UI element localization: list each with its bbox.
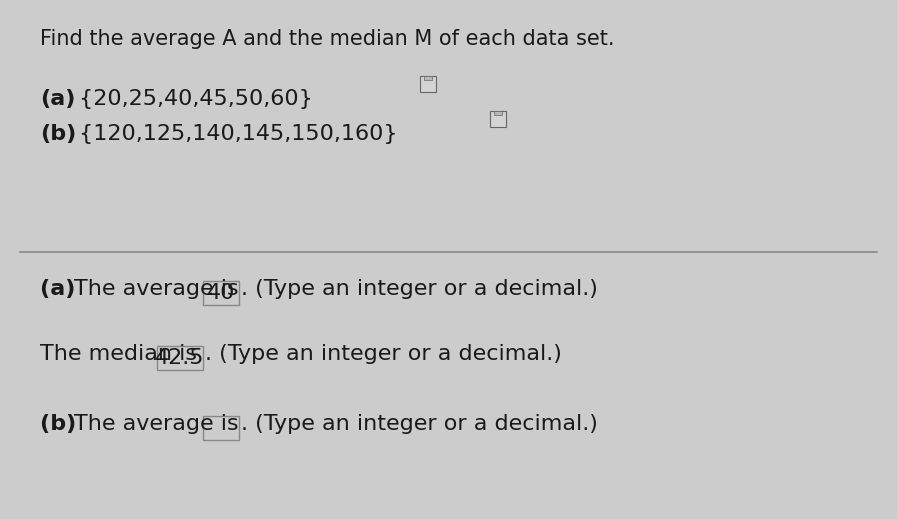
FancyBboxPatch shape: [203, 416, 239, 440]
Text: Find the average A and the median M of each data set.: Find the average A and the median M of e…: [40, 29, 614, 49]
Text: (b): (b): [40, 124, 76, 144]
Text: 42.5: 42.5: [155, 348, 205, 368]
Text: {20,25,40,45,50,60}: {20,25,40,45,50,60}: [72, 89, 313, 109]
Text: . (Type an integer or a decimal.): . (Type an integer or a decimal.): [241, 414, 598, 434]
FancyBboxPatch shape: [490, 111, 506, 127]
Text: The average is: The average is: [74, 414, 246, 434]
Text: (a): (a): [40, 89, 75, 109]
Text: The median is: The median is: [40, 344, 205, 364]
FancyBboxPatch shape: [424, 76, 432, 80]
Text: The average is: The average is: [74, 279, 246, 299]
FancyBboxPatch shape: [157, 346, 203, 370]
Text: {120,125,140,145,150,160}: {120,125,140,145,150,160}: [72, 124, 397, 144]
Text: . (Type an integer or a decimal.): . (Type an integer or a decimal.): [241, 279, 598, 299]
Text: . (Type an integer or a decimal.): . (Type an integer or a decimal.): [205, 344, 562, 364]
FancyBboxPatch shape: [494, 111, 502, 115]
Text: (b): (b): [40, 414, 84, 434]
Text: (a): (a): [40, 279, 83, 299]
FancyBboxPatch shape: [203, 281, 239, 305]
FancyBboxPatch shape: [420, 76, 436, 92]
Text: 40: 40: [207, 283, 235, 303]
